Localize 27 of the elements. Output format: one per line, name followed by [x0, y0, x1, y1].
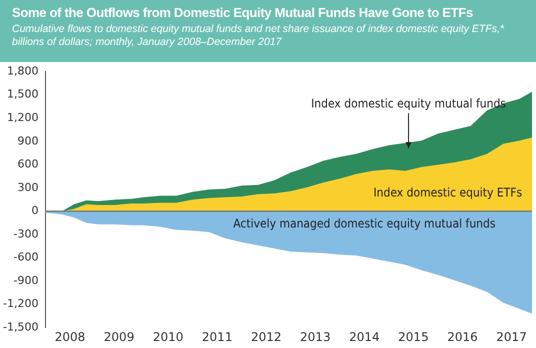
x-tick-label: 2011: [202, 330, 232, 344]
x-tick-label: 2014: [349, 330, 380, 344]
x-tick-label: 2009: [104, 330, 134, 344]
x-tick-label: 2008: [54, 330, 86, 344]
y-tick-label: 300: [17, 180, 38, 194]
y-tick-label: 1,200: [6, 111, 38, 124]
y-tick-label: 1,800: [6, 64, 38, 78]
x-tick-label: 2015: [398, 330, 429, 344]
y-tick-label: 1,500: [6, 88, 38, 101]
x-tick-label: 2017: [496, 330, 527, 344]
y-tick-label: -300: [13, 227, 38, 240]
series-label: Index domestic equity mutual funds: [311, 96, 506, 110]
series-label: Index domestic equity ETFs: [373, 186, 522, 200]
y-tick-label: -600: [13, 250, 38, 264]
y-tick-label: -900: [13, 274, 38, 287]
x-tick-label: 2012: [250, 330, 282, 344]
chart-subtitle: Cumulative flows to domestic equity mutual funds and net share issuance of index domestic equity ETFs,* billions of dollars; monthly, January 2008–December 2017: [12, 23, 506, 49]
y-tick-label: -1,500: [2, 320, 38, 334]
y-tick-label: 0: [31, 204, 38, 218]
chart-title: Some of the Outflows from Domestic Equity Mutual Funds Have Gone to ETFs: [12, 5, 474, 20]
series-label: Actively managed domestic equity mutual funds: [233, 216, 496, 231]
x-tick-label: 2016: [447, 330, 478, 344]
y-tick-label: 600: [17, 158, 38, 171]
y-tick-label: -1,200: [2, 297, 38, 310]
x-tick-label: 2010: [152, 330, 184, 344]
y-tick-label: 900: [17, 134, 38, 148]
x-tick-label: 2013: [300, 330, 331, 344]
